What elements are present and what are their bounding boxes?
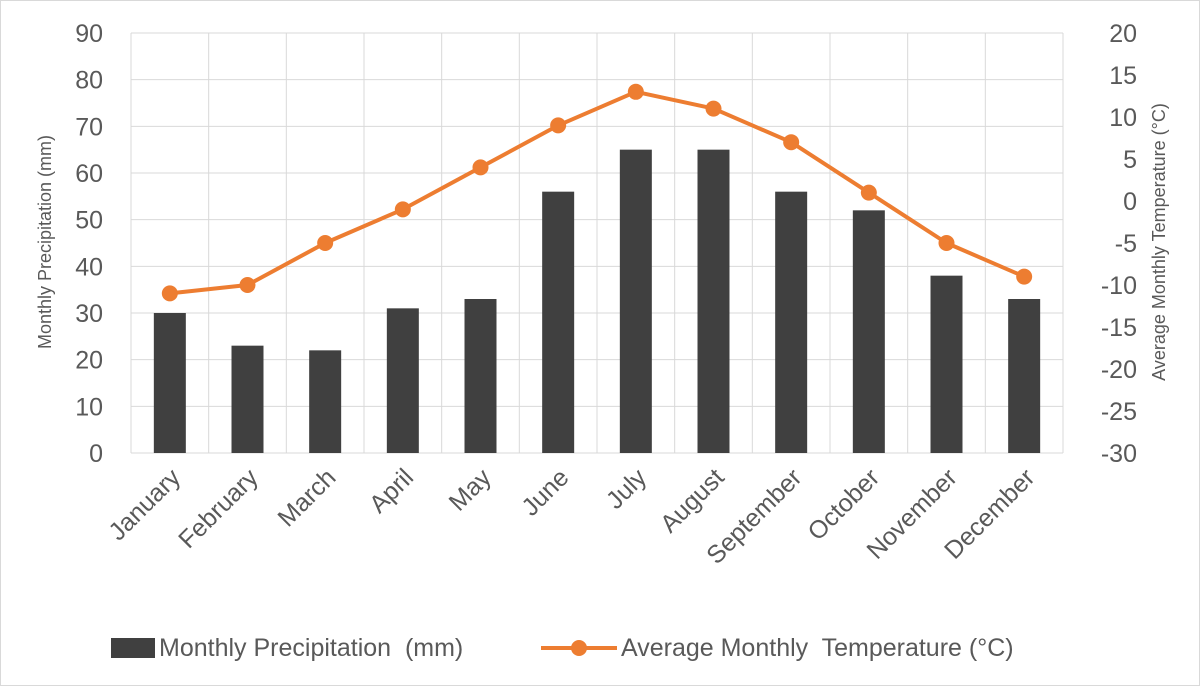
right-axis-title: Average Monthly Temperature (°C) xyxy=(1149,103,1169,381)
left-tick-label: 10 xyxy=(75,393,103,421)
legend: Monthly Precipitation (mm) Average Month… xyxy=(111,634,1014,662)
precipitation-bars xyxy=(153,149,1041,453)
right-tick-label: -10 xyxy=(1101,272,1137,300)
temp-point-september xyxy=(783,134,800,151)
gridlines xyxy=(130,32,1064,454)
temperature-line xyxy=(161,83,1033,302)
legend-temp-marker xyxy=(571,640,587,656)
right-axis-ticks: -30 -25 -20 -15 -10 -5 0 5 10 15 20 xyxy=(1101,20,1137,468)
legend-precip-label: Monthly Precipitation (mm) xyxy=(159,634,463,662)
temp-point-may xyxy=(472,159,489,176)
precip-bar-october xyxy=(852,210,885,453)
temp-point-february xyxy=(239,277,256,293)
precip-bar-february xyxy=(231,345,264,453)
precip-bar-march xyxy=(309,350,342,453)
temp-point-january xyxy=(161,285,178,302)
left-tick-label: 50 xyxy=(75,207,103,235)
right-tick-label: -15 xyxy=(1101,314,1137,342)
left-axis-ticks: 0 10 20 30 40 50 60 70 80 90 xyxy=(75,20,103,468)
right-tick-label: -5 xyxy=(1115,230,1137,258)
temp-point-april xyxy=(394,201,411,218)
precip-bar-july xyxy=(619,149,652,453)
temp-point-june xyxy=(550,117,567,134)
right-tick-label: -20 xyxy=(1101,356,1137,384)
x-tick-label-february: February xyxy=(173,463,264,554)
right-tick-label: 0 xyxy=(1123,188,1137,216)
x-tick-label-march: March xyxy=(272,463,341,532)
temp-point-october xyxy=(860,184,877,201)
precip-bar-june xyxy=(542,191,575,453)
precip-bar-december xyxy=(1008,299,1041,453)
precip-bar-january xyxy=(153,313,186,453)
precip-bar-august xyxy=(697,149,730,453)
precip-bar-september xyxy=(775,191,808,453)
x-tick-label-april: April xyxy=(364,463,419,518)
precip-bar-may xyxy=(464,299,497,453)
x-tick-label-may: May xyxy=(444,463,498,517)
left-tick-label: 20 xyxy=(75,347,103,375)
temperature-polyline xyxy=(169,89,1025,296)
right-tick-label: 5 xyxy=(1123,146,1137,174)
temp-point-november xyxy=(938,235,955,251)
left-tick-label: 80 xyxy=(75,67,103,95)
temp-point-december xyxy=(1016,268,1033,285)
left-tick-label: 40 xyxy=(75,253,103,281)
left-tick-label: 30 xyxy=(75,300,103,328)
left-axis-title: Monthly Precipitation (mm) xyxy=(35,135,55,349)
right-tick-label: 10 xyxy=(1109,104,1137,132)
temp-point-march xyxy=(317,235,334,251)
precip-bar-april xyxy=(386,308,419,453)
left-tick-label: 60 xyxy=(75,160,103,188)
x-tick-label-july: July xyxy=(601,463,653,515)
temp-point-july xyxy=(627,83,644,100)
x-tick-label-june: June xyxy=(516,463,574,521)
precip-bar-november xyxy=(930,275,963,453)
left-tick-label: 70 xyxy=(75,113,103,141)
right-tick-label: -30 xyxy=(1101,440,1137,468)
right-tick-label: 15 xyxy=(1109,62,1137,90)
x-tick-label-august: August xyxy=(655,463,730,538)
left-tick-label: 0 xyxy=(89,440,103,468)
left-tick-label: 90 xyxy=(75,20,103,48)
legend-precip-swatch xyxy=(111,638,155,658)
legend-temp-label: Average Monthly Temperature (°C) xyxy=(621,634,1014,662)
right-tick-label: -25 xyxy=(1101,398,1137,426)
right-tick-label: 20 xyxy=(1109,20,1137,48)
temp-point-august xyxy=(705,100,722,117)
